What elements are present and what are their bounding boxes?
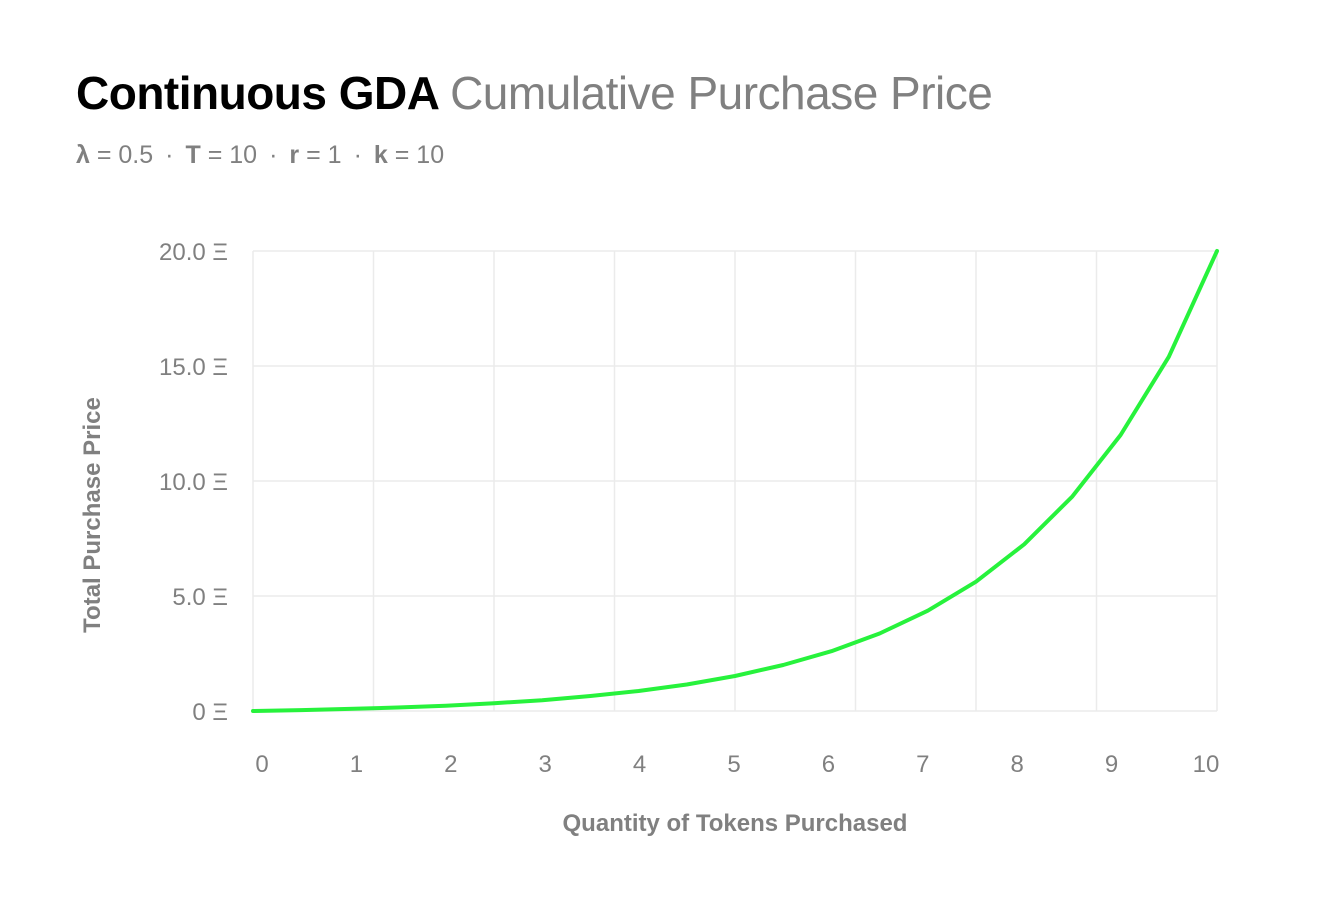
x-tick-label: 7 [916, 751, 929, 778]
y-tick-label: 20.0 Ξ [159, 239, 228, 266]
x-tick-label: 5 [727, 751, 740, 778]
x-tick-label: 8 [1011, 751, 1024, 778]
grid [252, 250, 1218, 712]
param-t-value: = 10 [207, 141, 258, 169]
series-layer [251, 249, 1219, 713]
chart-title: Continuous GDA Cumulative Purchase Price [76, 66, 993, 120]
x-tick-label: 10 [1193, 751, 1220, 778]
x-tick-label: 6 [822, 751, 835, 778]
x-tick-label: 3 [539, 751, 552, 778]
param-r-symbol: r [289, 141, 300, 169]
y-axis-label: Total Purchase Price [79, 397, 106, 633]
y-tick-label: 0 Ξ [192, 699, 228, 726]
x-tick-label: 2 [444, 751, 457, 778]
title-secondary: Cumulative Purchase Price [450, 67, 993, 119]
y-tick-label: 10.0 Ξ [159, 469, 228, 496]
series-line [251, 249, 1219, 713]
x-tick-label: 1 [350, 751, 363, 778]
title-main: Continuous GDA [76, 67, 438, 119]
y-axis-ticks: 0 Ξ 5.0 Ξ 10.0 Ξ 15.0 Ξ 20.0 Ξ [159, 239, 228, 726]
x-tick-label: 9 [1105, 751, 1118, 778]
parameters-subtitle: λ = 0.5 · T = 10 · r = 1 · k = 10 [76, 141, 444, 170]
param-k-symbol: k [373, 141, 388, 169]
y-tick-label: 5.0 Ξ [172, 584, 228, 611]
x-tick-label: 0 [255, 751, 268, 778]
separator: · [269, 141, 278, 169]
param-r-value: = 1 [306, 141, 342, 169]
separator: · [353, 141, 362, 169]
x-axis-label: Quantity of Tokens Purchased [563, 810, 908, 837]
param-k-value: = 10 [394, 141, 445, 169]
x-axis-ticks: 0 1 2 3 4 5 6 7 8 9 10 [255, 751, 1219, 778]
param-t-symbol: T [185, 141, 201, 169]
separator: · [165, 141, 174, 169]
y-tick-label: 15.0 Ξ [159, 354, 228, 381]
param-lambda-symbol: λ [76, 141, 90, 169]
x-tick-label: 4 [633, 751, 646, 778]
param-lambda-value: = 0.5 [96, 141, 154, 169]
